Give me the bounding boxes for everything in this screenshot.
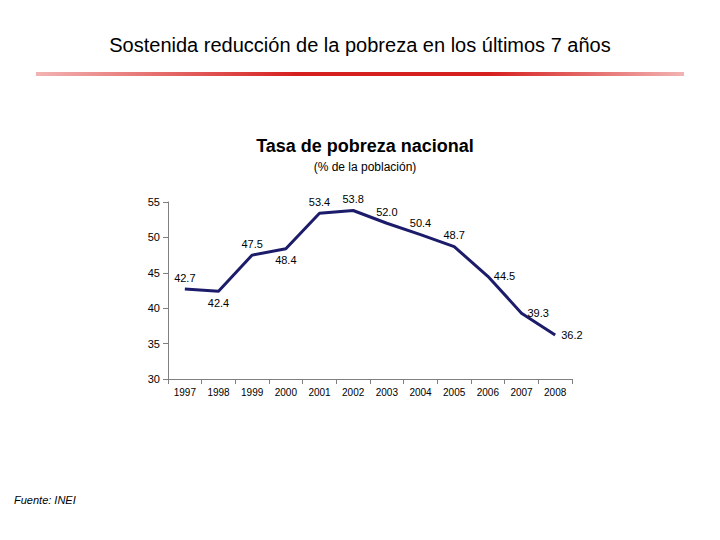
svg-text:45: 45 bbox=[148, 267, 160, 279]
svg-text:2003: 2003 bbox=[376, 387, 399, 398]
svg-text:1999: 1999 bbox=[241, 387, 264, 398]
svg-text:44.5: 44.5 bbox=[494, 270, 515, 282]
svg-text:2001: 2001 bbox=[308, 387, 331, 398]
svg-text:55: 55 bbox=[148, 196, 160, 208]
svg-text:2000: 2000 bbox=[275, 387, 298, 398]
svg-text:2004: 2004 bbox=[409, 387, 432, 398]
html-text:Fuente: INEI: Fuente: INEI bbox=[14, 494, 76, 506]
svg-text:52.0: 52.0 bbox=[376, 206, 397, 218]
svg-text:42.4: 42.4 bbox=[208, 297, 229, 309]
svg-text:50: 50 bbox=[148, 231, 160, 243]
svg-text:47.5: 47.5 bbox=[241, 238, 262, 250]
svg-text:35: 35 bbox=[148, 338, 160, 350]
svg-text:50.4: 50.4 bbox=[410, 217, 431, 229]
svg-text:2008: 2008 bbox=[544, 387, 567, 398]
svg-text:2006: 2006 bbox=[477, 387, 500, 398]
svg-text:1997: 1997 bbox=[174, 387, 197, 398]
svg-text:2005: 2005 bbox=[443, 387, 466, 398]
svg-text:39.3: 39.3 bbox=[528, 307, 549, 319]
svg-text:42.7: 42.7 bbox=[174, 272, 195, 284]
svg-text:40: 40 bbox=[148, 302, 160, 314]
svg-text:30: 30 bbox=[148, 373, 160, 385]
svg-text:53.4: 53.4 bbox=[309, 196, 330, 208]
svg-text:36.2: 36.2 bbox=[561, 329, 582, 341]
svg-text:1998: 1998 bbox=[207, 387, 230, 398]
svg-text:48.4: 48.4 bbox=[275, 254, 296, 266]
svg-text:2002: 2002 bbox=[342, 387, 365, 398]
svg-text:53.8: 53.8 bbox=[342, 193, 363, 205]
svg-text:Tasa de pobreza nacional: Tasa de pobreza nacional bbox=[256, 136, 474, 156]
svg-text:48.7: 48.7 bbox=[443, 229, 464, 241]
svg-text:2007: 2007 bbox=[510, 387, 533, 398]
html-text:Sostenida reducción de la pobr: Sostenida reducción de la pobreza en los… bbox=[109, 34, 611, 56]
svg-text:(% de la población): (% de la población) bbox=[314, 160, 417, 174]
